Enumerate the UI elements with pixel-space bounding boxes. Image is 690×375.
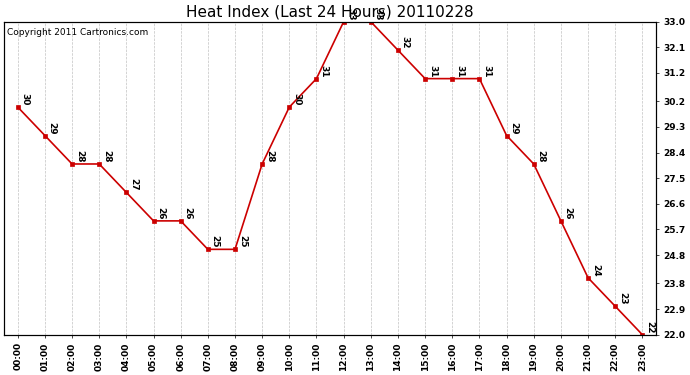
- Text: 27: 27: [129, 178, 138, 191]
- Text: 31: 31: [428, 65, 437, 77]
- Text: 28: 28: [537, 150, 546, 163]
- Text: 24: 24: [591, 264, 600, 276]
- Text: 28: 28: [75, 150, 84, 163]
- Text: 30: 30: [21, 93, 30, 106]
- Text: 33: 33: [346, 8, 355, 20]
- Text: Copyright 2011 Cartronics.com: Copyright 2011 Cartronics.com: [8, 28, 148, 37]
- Text: 23: 23: [618, 292, 627, 305]
- Text: 26: 26: [184, 207, 193, 219]
- Text: 29: 29: [48, 122, 57, 134]
- Text: 31: 31: [319, 65, 328, 77]
- Text: 29: 29: [509, 122, 518, 134]
- Text: 33: 33: [373, 8, 382, 20]
- Text: 31: 31: [482, 65, 491, 77]
- Text: 25: 25: [238, 236, 247, 248]
- Title: Heat Index (Last 24 Hours) 20110228: Heat Index (Last 24 Hours) 20110228: [186, 4, 474, 19]
- Text: 26: 26: [564, 207, 573, 219]
- Text: 26: 26: [157, 207, 166, 219]
- Text: 31: 31: [455, 65, 464, 77]
- Text: 28: 28: [265, 150, 274, 163]
- Text: 22: 22: [645, 321, 654, 333]
- Text: 28: 28: [102, 150, 111, 163]
- Text: 32: 32: [401, 36, 410, 49]
- Text: 30: 30: [292, 93, 301, 106]
- Text: 25: 25: [210, 236, 219, 248]
